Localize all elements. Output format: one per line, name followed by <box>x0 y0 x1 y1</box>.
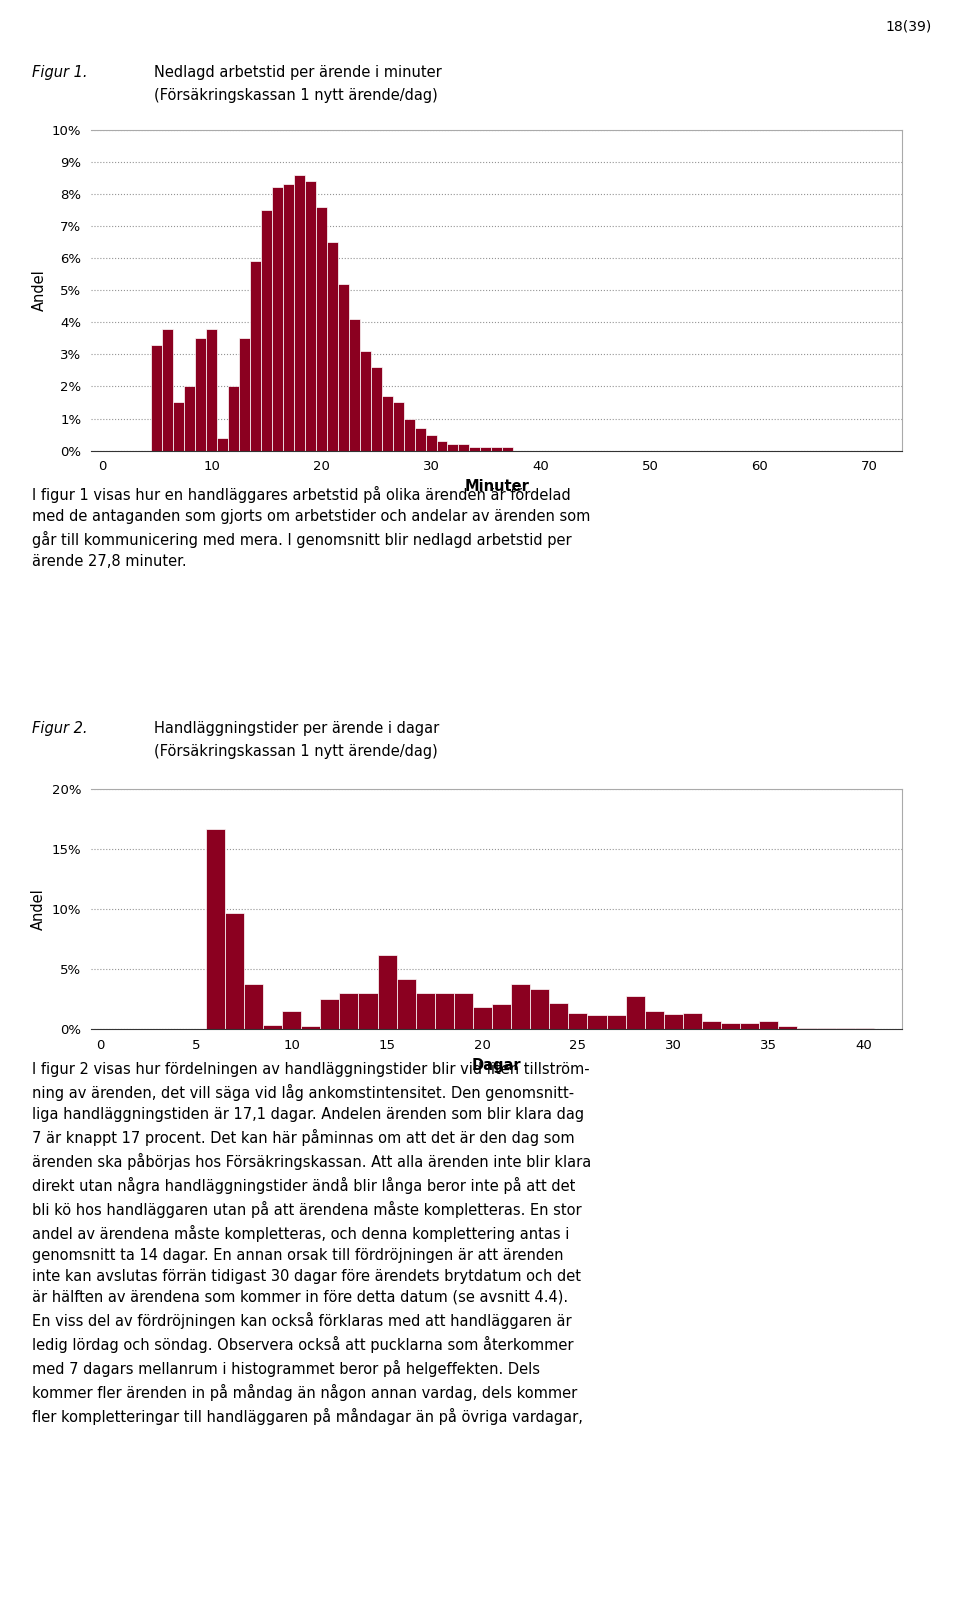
Bar <box>205 828 225 1029</box>
Bar <box>393 402 403 451</box>
Bar <box>663 1013 683 1029</box>
Bar <box>759 1021 779 1029</box>
X-axis label: Dagar: Dagar <box>472 1057 521 1073</box>
Y-axis label: Andel: Andel <box>32 888 46 930</box>
Bar <box>152 345 162 451</box>
Bar <box>473 1007 492 1029</box>
Bar <box>316 207 327 451</box>
Bar <box>396 979 416 1029</box>
Text: 18(39): 18(39) <box>885 19 931 34</box>
Bar <box>415 428 425 451</box>
Bar <box>206 329 217 451</box>
Bar <box>702 1021 721 1029</box>
Bar <box>358 994 377 1029</box>
Text: Figur 1.: Figur 1. <box>32 65 87 79</box>
Text: I figur 1 visas hur en handläggares arbetstid på olika ärenden är fördelad
med d: I figur 1 visas hur en handläggares arbe… <box>32 486 590 569</box>
Bar <box>492 1003 511 1029</box>
Bar <box>305 182 316 451</box>
Bar <box>511 984 530 1029</box>
Bar <box>588 1015 607 1029</box>
Bar <box>174 402 184 451</box>
Text: Handläggningstider per ärende i dagar: Handläggningstider per ärende i dagar <box>154 721 439 736</box>
Bar <box>377 955 396 1029</box>
Bar <box>447 444 459 451</box>
Bar <box>244 984 263 1029</box>
Bar <box>530 989 549 1029</box>
Text: (Försäkringskassan 1 nytt ärende/dag): (Försäkringskassan 1 nytt ärende/dag) <box>154 744 438 759</box>
Text: (Försäkringskassan 1 nytt ärende/dag): (Försäkringskassan 1 nytt ärende/dag) <box>154 88 438 102</box>
Bar <box>492 447 502 451</box>
Bar <box>301 1026 321 1029</box>
Bar <box>740 1023 759 1029</box>
Bar <box>339 994 358 1029</box>
Bar <box>251 261 261 451</box>
Bar <box>321 999 339 1029</box>
Bar <box>239 339 251 451</box>
Text: I figur 2 visas hur fördelningen av handläggningstider blir vid liten tillström-: I figur 2 visas hur fördelningen av hand… <box>32 1062 591 1425</box>
Bar <box>403 418 415 451</box>
Bar <box>459 444 469 451</box>
Bar <box>228 386 239 451</box>
Bar <box>416 994 435 1029</box>
Bar <box>683 1013 702 1029</box>
Bar <box>425 434 437 451</box>
Bar <box>225 913 244 1029</box>
X-axis label: Minuter: Minuter <box>465 478 529 494</box>
Bar <box>454 994 473 1029</box>
Bar <box>480 447 492 451</box>
Bar <box>437 441 447 451</box>
Bar <box>348 319 360 451</box>
Bar <box>263 1024 282 1029</box>
Bar <box>261 209 272 451</box>
Bar <box>469 447 480 451</box>
Bar <box>162 329 174 451</box>
Bar <box>549 1003 568 1029</box>
Text: Nedlagd arbetstid per ärende i minuter: Nedlagd arbetstid per ärende i minuter <box>154 65 442 79</box>
Bar <box>382 396 393 451</box>
Bar <box>282 1012 301 1029</box>
Y-axis label: Andel: Andel <box>32 269 46 311</box>
Bar <box>283 185 294 451</box>
Bar <box>294 175 305 451</box>
Bar <box>360 352 371 451</box>
Bar <box>502 447 514 451</box>
Bar <box>195 339 206 451</box>
Bar <box>607 1015 626 1029</box>
Bar <box>568 1013 588 1029</box>
Bar <box>371 368 382 451</box>
Bar <box>217 438 228 451</box>
Bar <box>435 994 454 1029</box>
Bar <box>338 284 348 451</box>
Bar <box>645 1012 663 1029</box>
Bar <box>721 1023 740 1029</box>
Text: Figur 2.: Figur 2. <box>32 721 87 736</box>
Bar <box>272 188 283 451</box>
Bar <box>779 1026 798 1029</box>
Bar <box>626 995 645 1029</box>
Bar <box>184 386 195 451</box>
Bar <box>327 242 338 451</box>
